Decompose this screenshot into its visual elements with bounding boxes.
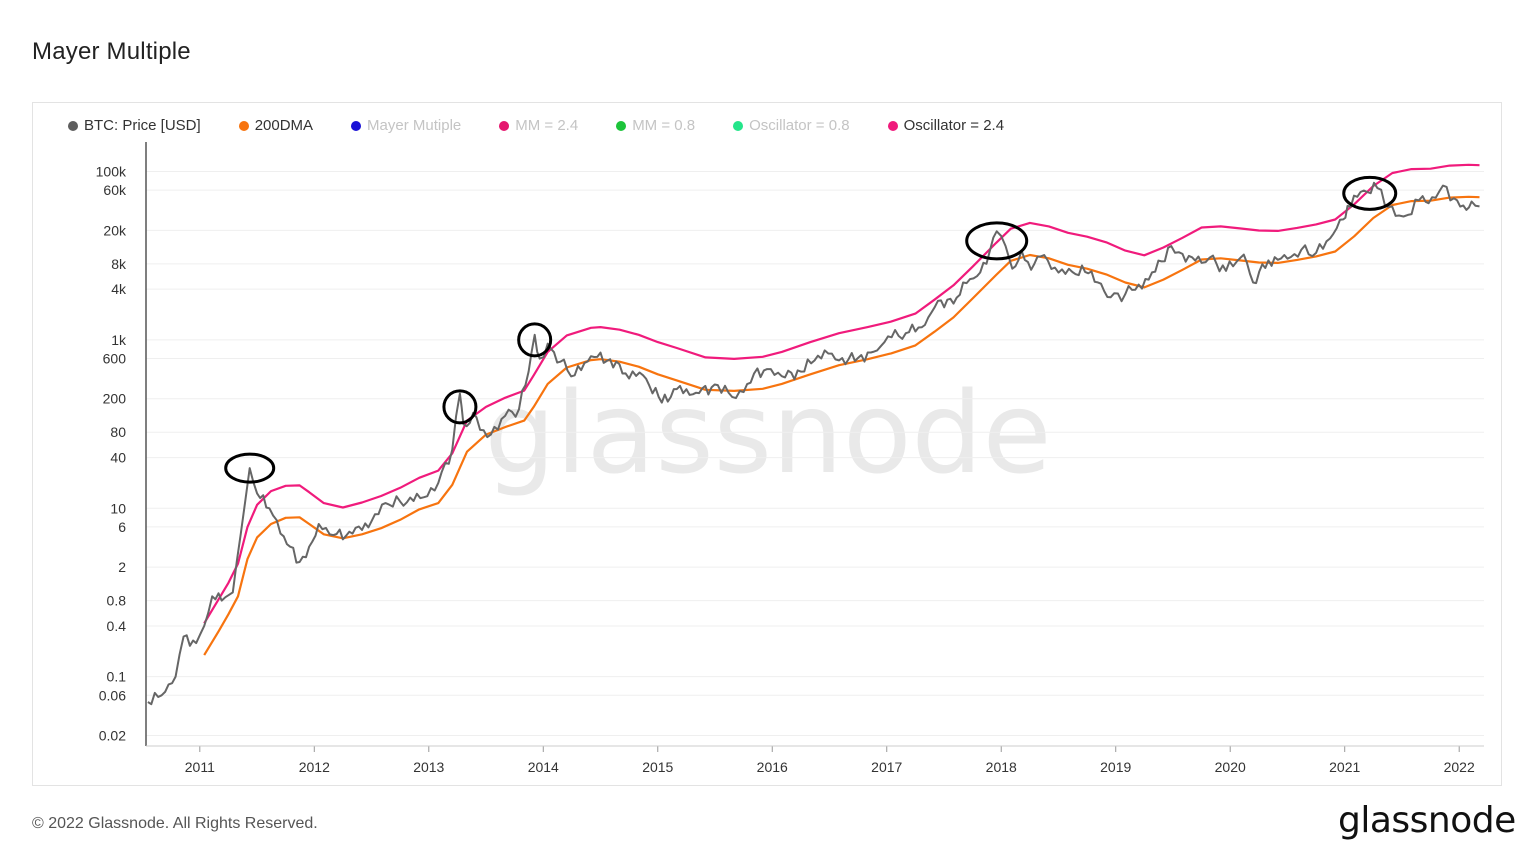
cycle-top-marker (517, 322, 553, 358)
legend-item[interactable]: 200DMA (238, 117, 314, 134)
grid-lines (146, 170, 1484, 736)
y-tick-label: 0.8 (107, 593, 127, 609)
copyright-text: © 2022 Glassnode. All Rights Reserved. (32, 815, 318, 832)
y-tick-label: 6 (118, 519, 126, 535)
cycle-top-marker (965, 221, 1029, 261)
y-tick-label: 40 (110, 450, 126, 466)
x-tick-label: 2019 (1100, 759, 1131, 775)
x-tick-label: 2012 (299, 759, 330, 775)
legend-dot-icon (616, 120, 627, 131)
price-line (147, 181, 1480, 706)
x-tick-label: 2014 (528, 759, 559, 775)
legend-label: MM = 0.8 (632, 117, 696, 134)
y-tick-label: 600 (103, 351, 127, 367)
y-tick-label: 60k (103, 182, 127, 198)
series-layer (147, 163, 1480, 706)
x-tick-label: 2015 (642, 759, 673, 775)
x-tick-label: 2020 (1215, 759, 1246, 775)
legend-label: BTC: Price [USD] (84, 117, 201, 134)
legend-dot-icon (733, 120, 744, 131)
cycle-top-marker (224, 452, 276, 484)
y-tick-label: 100k (96, 163, 127, 179)
y-tick-label: 4k (111, 281, 127, 297)
x-tick-label: 2016 (757, 759, 788, 775)
axes: 100k 60k 20k 8k 4k 1k 600 200 80 40 10 6 2 0.8 0.4 0.1 0… (96, 142, 1484, 775)
legend-dot-icon (351, 120, 362, 131)
y-tick-label: 200 (103, 391, 127, 407)
y-tick-label: 0.06 (99, 687, 126, 703)
cycle-top-marker (1342, 175, 1398, 211)
page-title: Mayer Multiple (32, 38, 191, 65)
x-tick-label: 2011 (185, 759, 215, 775)
legend-dot-icon (238, 120, 249, 131)
legend-item[interactable]: Oscillator = 2.4 (887, 117, 1005, 134)
legend-item[interactable]: BTC: Price [USD] (68, 117, 201, 134)
legend-label: Oscillator = 2.4 (903, 117, 1005, 134)
y-tick-label: 2 (118, 559, 126, 575)
legend-label: MM = 2.4 (515, 117, 579, 134)
watermark-text: glassnode (484, 369, 1051, 499)
legend-item[interactable]: MM = 0.8 (616, 117, 695, 134)
x-tick-label: 2013 (413, 759, 444, 775)
legend-label: Oscillator = 0.8 (749, 117, 850, 134)
legend-item[interactable]: MM = 2.4 (499, 117, 578, 134)
y-tick-label: 8k (111, 256, 127, 272)
legend-label: Mayer Mutiple (367, 117, 462, 134)
y-tick-label: 0.1 (107, 669, 127, 685)
y-tick-label: 0.4 (107, 618, 127, 634)
legend-item[interactable]: Mayer Mutiple (351, 117, 461, 134)
chart-legend: BTC: Price [USD] 200DMA Mayer Mutiple MM = … (68, 117, 1042, 134)
legend-dot-icon (68, 120, 78, 131)
y-tick-label: 20k (103, 222, 127, 238)
y-tick-label: 80 (110, 424, 126, 440)
x-tick-label: 2018 (986, 759, 1017, 775)
cycle-top-marker (442, 389, 478, 425)
oscillator-line (203, 163, 1480, 624)
y-tick-label: 1k (111, 332, 127, 348)
glassnode-logo[interactable]: glassnode (1338, 800, 1516, 841)
legend-item[interactable]: Oscillator = 0.8 (733, 117, 850, 134)
chart-card (32, 102, 1502, 786)
annotation-layer (224, 175, 1398, 484)
y-tick-label: 10 (110, 500, 126, 516)
x-tick-label: 2017 (871, 759, 902, 775)
x-tick-label: 2021 (1329, 759, 1360, 775)
y-tick-label: 0.02 (99, 727, 126, 743)
legend-dot-icon (499, 120, 510, 131)
legend-label: 200DMA (254, 117, 314, 134)
x-tick-label: 2022 (1444, 759, 1475, 775)
legend-dot-icon (887, 120, 898, 131)
